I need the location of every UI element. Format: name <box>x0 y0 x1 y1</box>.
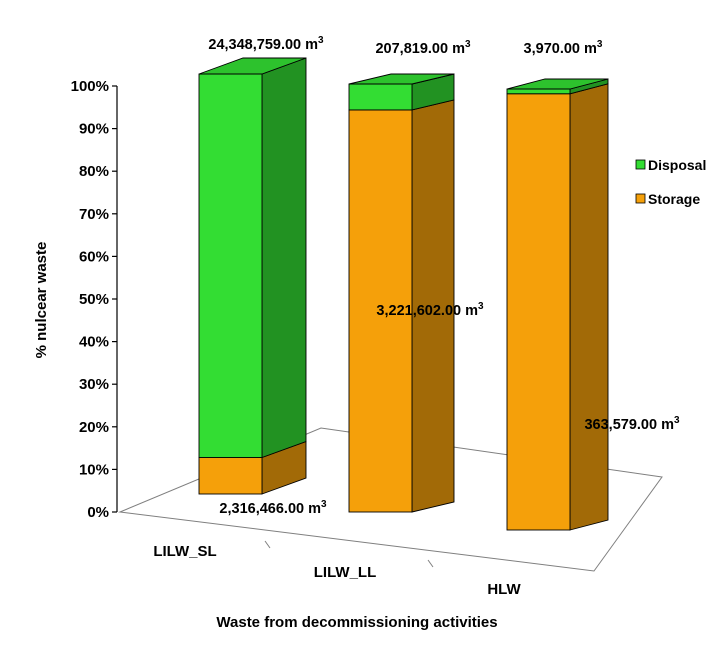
legend-label: Disposal <box>648 157 706 173</box>
storage-segment <box>506 93 571 531</box>
storage-segment <box>348 109 413 513</box>
bar-HLW <box>506 78 609 531</box>
x-tick-label: LILW_SL <box>153 543 216 560</box>
legend-label: Storage <box>648 191 700 207</box>
x-tick-label: HLW <box>487 581 521 598</box>
data-label: 24,348,759.00 m3 <box>208 35 324 53</box>
disposal-segment <box>348 83 413 111</box>
y-tick-label: 80% <box>79 163 109 180</box>
y-tick-label: 10% <box>79 461 109 478</box>
bar-top-face <box>198 57 307 75</box>
storage-segment-side <box>569 83 609 531</box>
disposal-segment <box>506 88 571 95</box>
storage-segment <box>198 457 263 495</box>
legend-item: Storage <box>635 191 700 207</box>
y-tick-label: 50% <box>79 291 109 308</box>
data-label: 2,316,466.00 m3 <box>219 499 327 517</box>
y-tick-label: 100% <box>71 78 109 95</box>
data-label: 3,970.00 m3 <box>524 39 603 57</box>
y-tick-label: 90% <box>79 121 109 138</box>
disposal-segment <box>198 73 263 458</box>
data-label: 3,221,602.00 m3 <box>376 301 484 319</box>
y-tick-label: 0% <box>87 504 109 521</box>
floor-tick <box>427 559 434 568</box>
y-tick-label: 30% <box>79 376 109 393</box>
legend-swatch <box>635 193 646 204</box>
bar-LILW_SL <box>198 57 307 495</box>
x-axis-title: Waste from decommissioning activities <box>216 614 497 631</box>
y-tick-label: 60% <box>79 248 109 265</box>
data-label: 207,819.00 m3 <box>375 39 471 57</box>
y-axis-title: % nulcear waste <box>33 242 50 359</box>
y-tick-label: 20% <box>79 419 109 436</box>
data-label: 363,579.00 m3 <box>584 415 680 433</box>
y-tick-label: 40% <box>79 334 109 351</box>
y-tick-label: 70% <box>79 206 109 223</box>
floor-tick <box>264 540 271 549</box>
bar-top-face <box>348 73 455 85</box>
disposal-segment-side <box>261 57 307 459</box>
legend-swatch <box>635 159 646 170</box>
legend-item: Disposal <box>635 157 706 173</box>
x-tick-label: LILW_LL <box>314 564 377 581</box>
bar-top-face <box>506 78 609 90</box>
bar-LILW_LL <box>348 73 455 513</box>
